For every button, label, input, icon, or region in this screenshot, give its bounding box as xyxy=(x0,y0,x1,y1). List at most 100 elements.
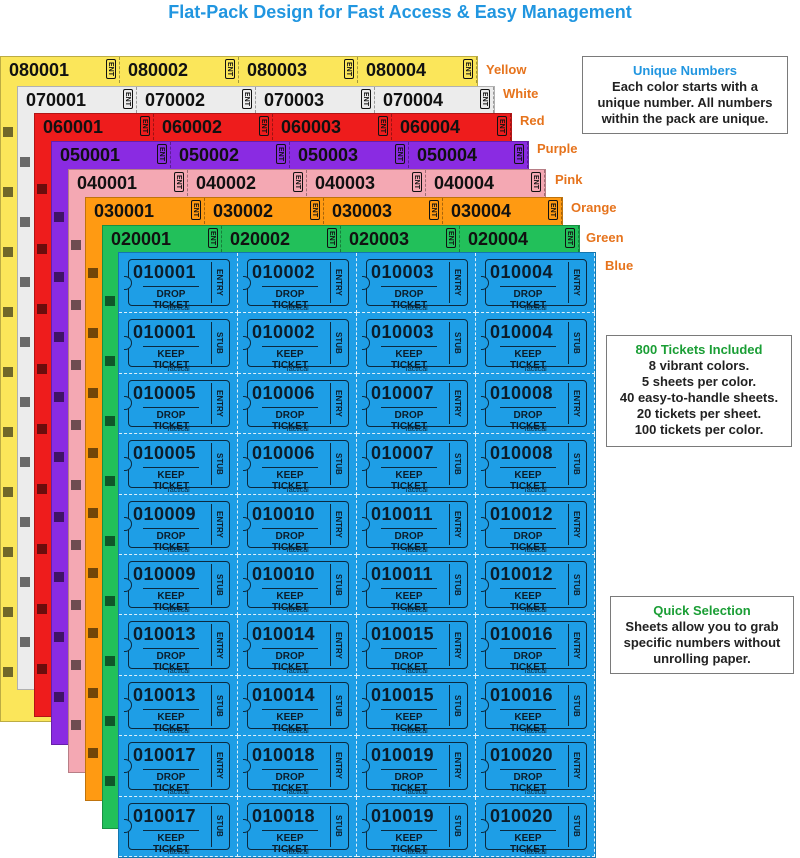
ticket-notch xyxy=(124,577,132,592)
ticket-outline: 010019 KEEP TICKET STUB xyxy=(362,802,468,855)
entry-ticket: 010012 DROP TICKET ENTRY Tactical xyxy=(476,494,595,555)
entry-ticket: 010006 DROP TICKET ENTRY Tactical xyxy=(238,373,357,435)
ticket-side-label: ENT xyxy=(412,172,422,192)
stub-label: STUB xyxy=(449,322,465,364)
yellow-color-label: Yellow xyxy=(486,62,527,77)
ticket-side-label: ENT xyxy=(293,172,303,192)
entry-label: ENTRY xyxy=(449,624,465,666)
sheet-edge-perforation xyxy=(37,154,47,696)
ticket-notch xyxy=(243,758,251,773)
brand-text: Tactical xyxy=(166,728,190,736)
stub-label: STUB xyxy=(211,805,227,847)
brand-text: Tactical xyxy=(285,607,309,615)
ticket-number: 010008 xyxy=(490,443,554,464)
ticket-number: 010015 xyxy=(371,684,435,705)
keep-ticket-text: KEEP TICKET xyxy=(152,832,190,855)
stub-label: STUB xyxy=(211,684,227,727)
ticket-number: 060004 ENT xyxy=(392,114,511,140)
sheet-header-row: 040001 ENT 040002 ENT 040003 ENT 040004 ENT xyxy=(69,170,545,196)
drop-ticket-text: DROP TICKET xyxy=(152,289,190,311)
ticket-number: 020002 ENT xyxy=(222,226,341,252)
entry-label: ENTRY xyxy=(211,382,227,425)
blue-ticket-sheet: 010001 DROP TICKET ENTRY Tactical 010002 DROP… xyxy=(118,252,596,858)
entry-label: ENTRY xyxy=(568,624,584,666)
ticket-rule xyxy=(143,467,199,469)
ticket-notch xyxy=(124,758,132,773)
stub-label: STUB xyxy=(568,684,584,727)
ticket-outline: 010020 KEEP TICKET STUB xyxy=(481,802,587,855)
ticket-side-label: ENT xyxy=(242,89,252,109)
quick-selection-line: Sheets allow you to grab xyxy=(625,619,779,634)
ticket-number: 070004 ENT xyxy=(375,87,494,113)
stub-label: STUB xyxy=(449,805,465,847)
ticket-rule xyxy=(143,406,199,408)
ticket-number: 080004 ENT xyxy=(358,57,477,83)
tickets-included-line: 5 sheets per color. xyxy=(641,374,757,389)
entry-ticket: 010009 DROP TICKET ENTRY Tactical xyxy=(119,494,238,555)
orange-color-label: Orange xyxy=(571,200,617,215)
red-color-label: Red xyxy=(520,113,545,128)
ticket-side-label: ENT xyxy=(344,59,354,79)
ticket-rule xyxy=(262,769,318,771)
brand-text: Tactical xyxy=(285,426,309,434)
brand-text: Tactical xyxy=(166,547,190,554)
ticket-number: 030003 ENT xyxy=(324,198,443,224)
drop-ticket-text: DROP TICKET xyxy=(271,772,309,795)
ticket-side-label: ENT xyxy=(140,116,150,136)
ticket-number: 010013 xyxy=(133,684,197,705)
ticket-side-label: ENT xyxy=(361,89,371,109)
ticket-number: 010019 xyxy=(371,805,435,826)
ticket-notch xyxy=(243,456,251,471)
sheet-header-row: 080001 ENT 080002 ENT 080003 ENT 080004 ENT xyxy=(1,57,477,83)
ticket-number: 010017 xyxy=(133,805,197,826)
sheet-edge-perforation xyxy=(3,97,13,701)
ticket-number: 010020 xyxy=(490,745,554,766)
ticket-number-text: 080002 xyxy=(128,60,189,80)
keep-ticket-text: KEEP TICKET xyxy=(390,711,428,734)
ticket-outline: 010003 DROP TICKET ENTRY xyxy=(362,259,468,311)
ticket-rule xyxy=(143,286,199,287)
quick-selection-line: unrolling paper. xyxy=(653,651,751,666)
ticket-number: 050002 ENT xyxy=(171,142,290,168)
ticket-notch xyxy=(243,396,251,411)
keep-ticket-text: KEEP TICKET xyxy=(509,591,547,613)
ticket-rule xyxy=(262,708,318,710)
ticket-side-label: ENT xyxy=(497,116,507,136)
ticket-number: 010011 xyxy=(371,564,434,584)
ticket-notch xyxy=(124,517,132,532)
pink-color-label: Pink xyxy=(555,172,583,187)
stub-ticket: 010018 KEEP TICKET STUB Tactical xyxy=(238,796,357,857)
quick-selection-heading: Quick Selection xyxy=(653,603,751,618)
brand-text: Tactical xyxy=(523,486,547,494)
brand-text: Tactical xyxy=(404,426,428,434)
ticket-number: 080001 ENT xyxy=(1,57,120,83)
ticket-number: 060003 ENT xyxy=(273,114,392,140)
ticket-notch xyxy=(362,456,370,471)
ticket-outline: 010006 DROP TICKET ENTRY xyxy=(243,379,349,432)
ticket-number: 010005 xyxy=(133,443,197,464)
brand-text: Tactical xyxy=(404,849,428,856)
ticket-notch xyxy=(481,819,489,834)
drop-ticket-text: DROP TICKET xyxy=(509,409,547,432)
entry-ticket: 010016 DROP TICKET ENTRY Tactical xyxy=(476,615,595,676)
ticket-number: 010001 xyxy=(133,322,197,343)
ticket-number-text: 050003 xyxy=(298,145,359,165)
ticket-number-text: 040003 xyxy=(315,173,376,193)
keep-ticket-text: KEEP TICKET xyxy=(152,470,190,493)
brand-text: Tactical xyxy=(404,788,428,796)
ticket-outline: 010006 KEEP TICKET STUB xyxy=(243,440,349,492)
unique-numbers-line: Each color starts with a xyxy=(612,79,758,94)
ticket-number: 010007 xyxy=(371,382,435,403)
brand-text: Tactical xyxy=(285,728,309,736)
ticket-number: 010012 xyxy=(490,503,554,524)
sheet-header-row: 050001 ENT 050002 ENT 050003 ENT 050004 ENT xyxy=(52,142,528,168)
ticket-number: 010013 xyxy=(133,624,197,645)
brand-text: Tactical xyxy=(404,547,428,554)
keep-ticket-text: KEEP TICKET xyxy=(509,832,547,855)
ticket-rule xyxy=(143,588,199,589)
ticket-notch xyxy=(481,275,489,290)
ticket-number-text: 070003 xyxy=(264,90,325,110)
brand-text: Tactical xyxy=(166,607,190,615)
ticket-side-label: ENT xyxy=(276,144,286,164)
ticket-side-label: ENT xyxy=(208,228,218,248)
